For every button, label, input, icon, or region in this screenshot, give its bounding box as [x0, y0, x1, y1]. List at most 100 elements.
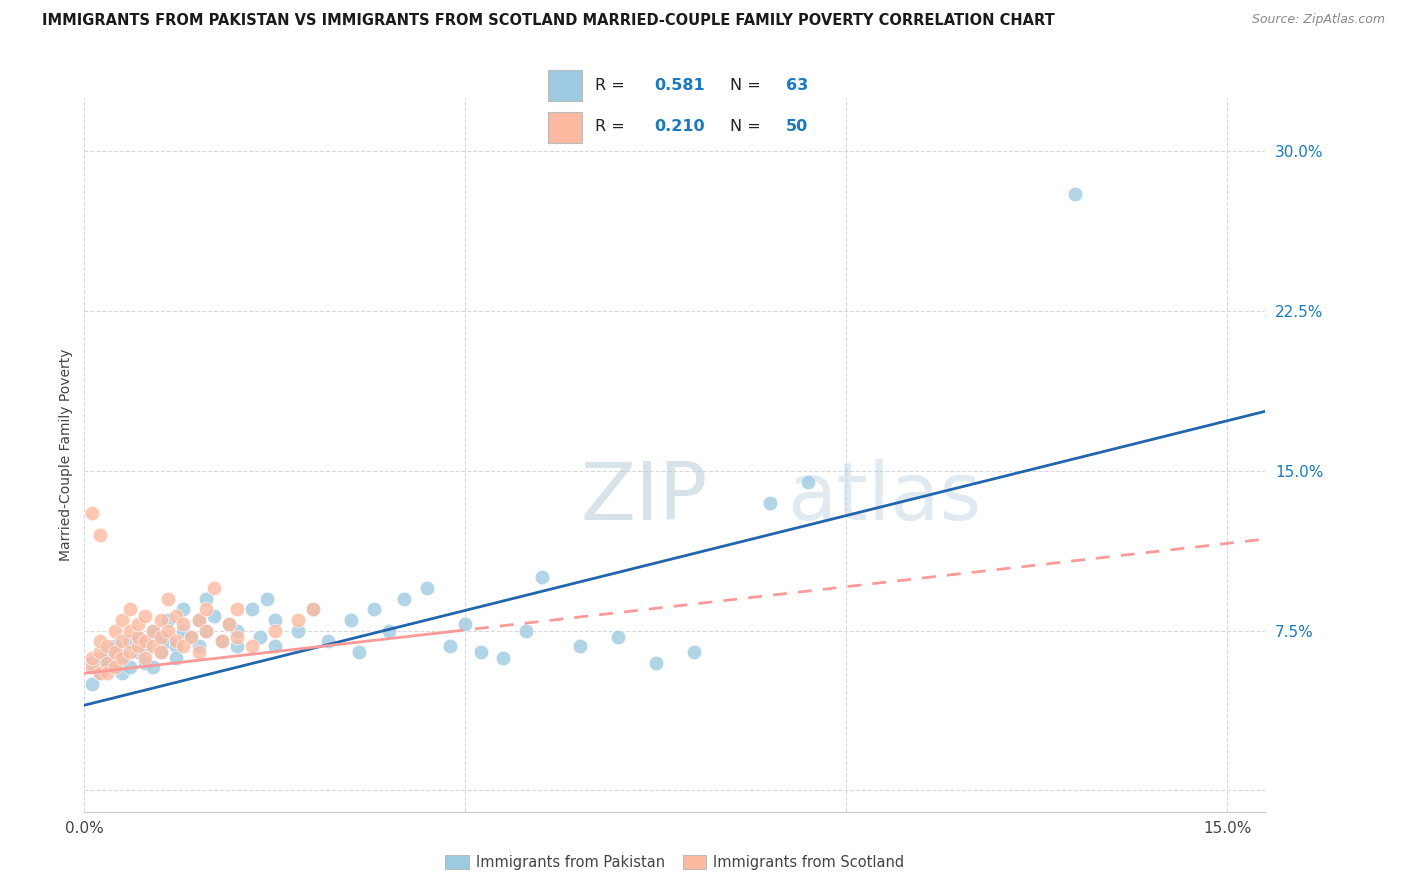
- Point: [127, 630, 149, 644]
- Text: 0.581: 0.581: [654, 78, 704, 93]
- Point: [211, 634, 233, 648]
- Point: [120, 624, 142, 638]
- Point: [225, 639, 247, 653]
- Point: [111, 649, 134, 664]
- Point: [96, 666, 118, 681]
- Point: [378, 624, 401, 638]
- Point: [127, 639, 149, 653]
- Point: [165, 634, 187, 648]
- Point: [492, 651, 515, 665]
- Text: N =: N =: [730, 78, 766, 93]
- Point: [142, 624, 165, 638]
- Point: [142, 639, 165, 653]
- Point: [287, 624, 309, 638]
- Point: [111, 651, 134, 665]
- Point: [149, 645, 172, 659]
- Point: [606, 630, 628, 644]
- Point: [218, 617, 240, 632]
- Text: 50: 50: [786, 119, 808, 134]
- Point: [80, 656, 103, 670]
- Point: [263, 613, 285, 627]
- Point: [187, 613, 209, 627]
- FancyBboxPatch shape: [548, 70, 582, 101]
- Point: [515, 624, 537, 638]
- Point: [454, 617, 477, 632]
- Point: [195, 602, 218, 616]
- Point: [134, 639, 156, 653]
- Point: [263, 639, 285, 653]
- Point: [249, 630, 271, 644]
- Point: [111, 613, 134, 627]
- Text: IMMIGRANTS FROM PAKISTAN VS IMMIGRANTS FROM SCOTLAND MARRIED-COUPLE FAMILY POVER: IMMIGRANTS FROM PAKISTAN VS IMMIGRANTS F…: [42, 13, 1054, 29]
- Point: [302, 602, 325, 616]
- Legend: Immigrants from Pakistan, Immigrants from Scotland: Immigrants from Pakistan, Immigrants fro…: [440, 849, 910, 876]
- Point: [340, 613, 363, 627]
- Point: [149, 645, 172, 659]
- Point: [104, 645, 127, 659]
- Point: [96, 660, 118, 674]
- Point: [157, 634, 180, 648]
- Point: [89, 634, 111, 648]
- Point: [89, 528, 111, 542]
- Point: [394, 591, 416, 606]
- Point: [96, 645, 118, 659]
- Point: [149, 613, 172, 627]
- Point: [180, 630, 202, 644]
- Text: atlas: atlas: [787, 458, 981, 537]
- Point: [439, 639, 461, 653]
- Point: [187, 645, 209, 659]
- Point: [134, 608, 156, 623]
- Point: [316, 634, 339, 648]
- Point: [104, 624, 127, 638]
- Point: [195, 624, 218, 638]
- Point: [120, 634, 142, 648]
- FancyBboxPatch shape: [548, 112, 582, 143]
- Point: [218, 617, 240, 632]
- Point: [347, 645, 370, 659]
- Point: [89, 666, 111, 681]
- Point: [416, 581, 439, 595]
- Point: [759, 496, 782, 510]
- Point: [470, 645, 492, 659]
- Point: [287, 613, 309, 627]
- Point: [240, 639, 263, 653]
- Text: Source: ZipAtlas.com: Source: ZipAtlas.com: [1251, 13, 1385, 27]
- Point: [142, 660, 165, 674]
- Point: [165, 639, 187, 653]
- Point: [172, 602, 194, 616]
- Point: [263, 624, 285, 638]
- Point: [157, 624, 180, 638]
- Point: [96, 639, 118, 653]
- Point: [127, 645, 149, 659]
- Point: [225, 602, 247, 616]
- Point: [149, 630, 172, 644]
- Point: [195, 624, 218, 638]
- Point: [797, 475, 820, 489]
- Point: [202, 608, 225, 623]
- Point: [120, 602, 142, 616]
- Point: [134, 634, 156, 648]
- Point: [120, 645, 142, 659]
- Y-axis label: Married-Couple Family Poverty: Married-Couple Family Poverty: [59, 349, 73, 561]
- Point: [134, 656, 156, 670]
- Point: [256, 591, 278, 606]
- Point: [240, 602, 263, 616]
- Point: [89, 645, 111, 659]
- Point: [89, 651, 111, 665]
- Point: [363, 602, 385, 616]
- Point: [149, 630, 172, 644]
- Text: ZIP: ZIP: [581, 458, 707, 537]
- Point: [80, 677, 103, 691]
- Point: [120, 660, 142, 674]
- Point: [157, 613, 180, 627]
- Point: [683, 645, 706, 659]
- Point: [165, 651, 187, 665]
- Text: 63: 63: [786, 78, 808, 93]
- Point: [80, 507, 103, 521]
- Point: [127, 630, 149, 644]
- Point: [225, 624, 247, 638]
- Text: N =: N =: [730, 119, 766, 134]
- Point: [172, 639, 194, 653]
- Point: [211, 634, 233, 648]
- Point: [195, 591, 218, 606]
